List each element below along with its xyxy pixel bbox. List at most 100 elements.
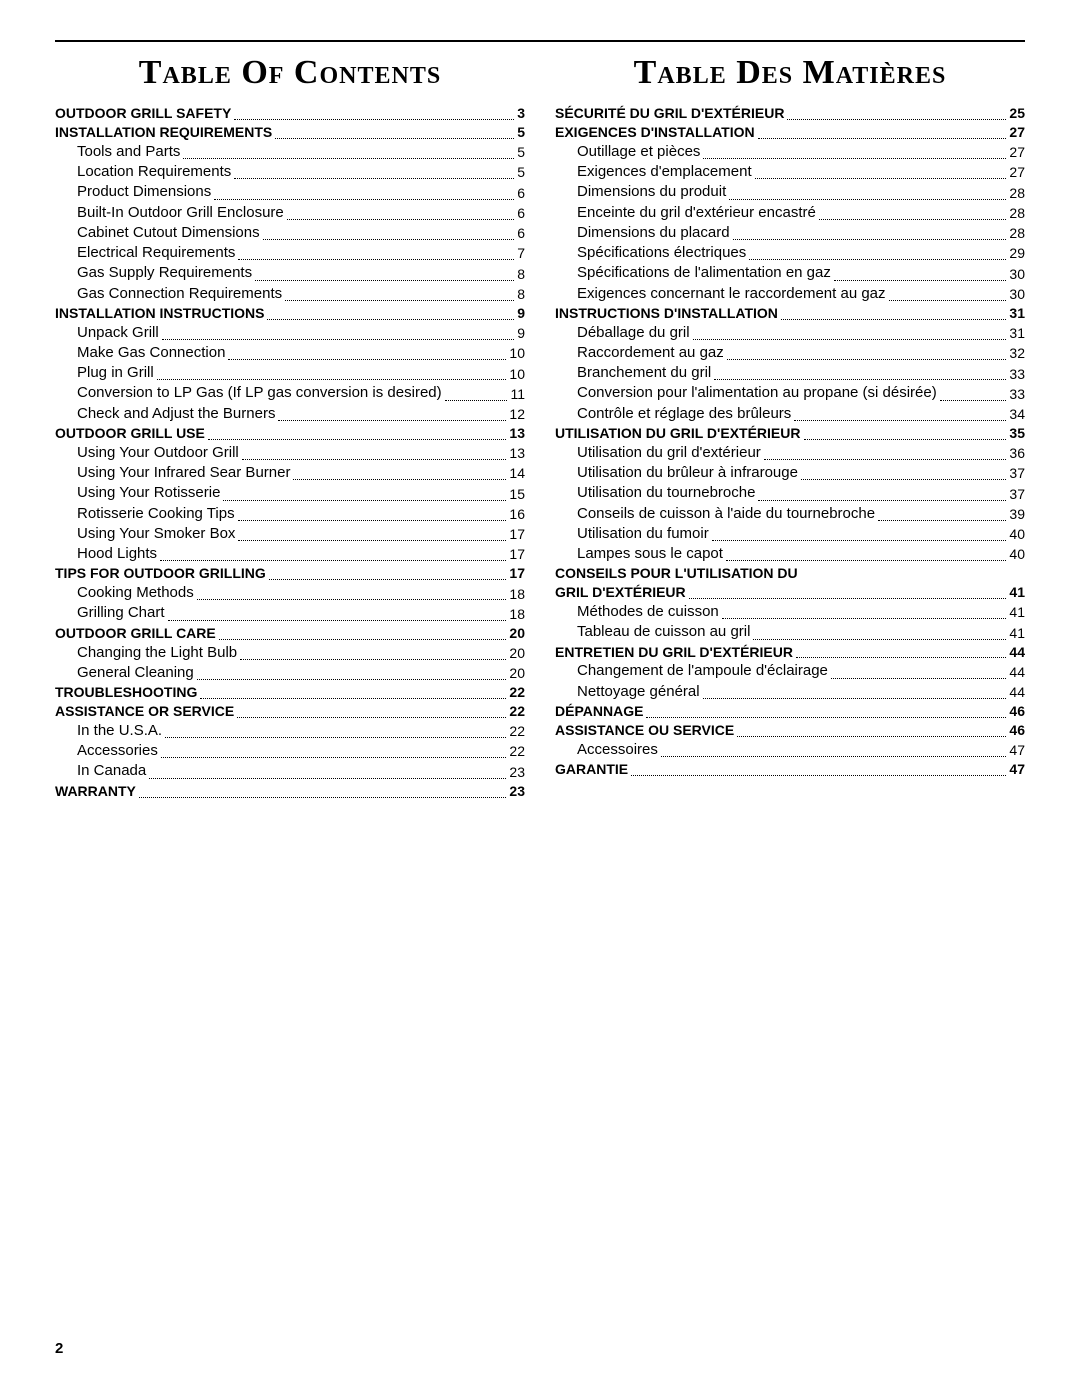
toc-entry: Dimensions du placard28 bbox=[555, 223, 1025, 243]
toc-entry-page: 28 bbox=[1009, 184, 1025, 203]
toc-leader bbox=[223, 500, 506, 501]
toc-entry-page: 40 bbox=[1009, 525, 1025, 544]
toc-entry-label: Location Requirements bbox=[55, 162, 231, 182]
toc-leader bbox=[733, 239, 1007, 240]
toc-entry: Assistance ou service46 bbox=[555, 721, 1025, 740]
toc-entry: Utilisation du fumoir40 bbox=[555, 524, 1025, 544]
toc-entry-label: General Cleaning bbox=[55, 663, 194, 683]
toc-leader bbox=[234, 119, 514, 120]
toc-entry: Tips For Outdoor Grilling17 bbox=[55, 564, 525, 583]
toc-entry-label: Outdoor Grill Care bbox=[55, 624, 216, 643]
toc-entry-page: 13 bbox=[509, 444, 525, 463]
toc-leader bbox=[661, 756, 1007, 757]
toc-entry-page: 32 bbox=[1009, 344, 1025, 363]
right-column: Table Des Matières Sécurité du gril d'ex… bbox=[555, 54, 1025, 801]
toc-entry-label: Tableau de cuisson au gril bbox=[555, 622, 750, 642]
toc-entry-label: Sécurité du gril d'extérieur bbox=[555, 104, 784, 123]
toc-entry-label: Installation Instructions bbox=[55, 304, 264, 323]
toc-entry-page: 27 bbox=[1009, 123, 1025, 142]
toc-entry-page: 25 bbox=[1009, 104, 1025, 123]
toc-entry: Plug in Grill10 bbox=[55, 363, 525, 383]
toc-entry: Enceinte du gril d'extérieur encastré 28 bbox=[555, 203, 1025, 223]
toc-leader bbox=[197, 599, 507, 600]
toc-entry: Changement de l'ampoule d'éclairage44 bbox=[555, 661, 1025, 681]
toc-entry-page: 31 bbox=[1009, 324, 1025, 343]
toc-entry-page: 18 bbox=[509, 605, 525, 624]
toc-entry-page: 13 bbox=[509, 424, 525, 443]
toc-leader bbox=[255, 280, 514, 281]
toc-entry-label: Outdoor Grill Safety bbox=[55, 104, 231, 123]
toc-leader bbox=[781, 319, 1007, 320]
toc-entry: Dimensions du produit 28 bbox=[555, 182, 1025, 202]
toc-leader bbox=[269, 579, 507, 580]
toc-entry-label: Enceinte du gril d'extérieur encastré bbox=[555, 203, 816, 223]
toc-entry: Garantie47 bbox=[555, 760, 1025, 779]
toc-leader bbox=[263, 239, 515, 240]
toc-entry-page: 47 bbox=[1009, 741, 1025, 760]
toc-entry: Exigences d'installation27 bbox=[555, 123, 1025, 142]
toc-entry-page: 16 bbox=[509, 505, 525, 524]
toc-leader bbox=[139, 797, 507, 798]
toc-entry: Outdoor Grill Use 13 bbox=[55, 424, 525, 443]
columns-container: Table Of Contents Outdoor Grill Safety3I… bbox=[55, 54, 1025, 801]
toc-entry-label: Using Your Smoker Box bbox=[55, 524, 235, 544]
toc-entry-page: 28 bbox=[1009, 204, 1025, 223]
toc-leader bbox=[693, 339, 1007, 340]
toc-entry-label: Instructions d'installation bbox=[555, 304, 778, 323]
right-column-title: Table Des Matières bbox=[555, 54, 1025, 92]
toc-entry: Sécurité du gril d'extérieur 25 bbox=[555, 104, 1025, 123]
toc-leader bbox=[764, 459, 1007, 460]
toc-leader bbox=[758, 500, 1006, 501]
toc-leader bbox=[200, 698, 506, 699]
toc-entry-page: 22 bbox=[509, 702, 525, 721]
toc-entry-label: Accessoires bbox=[555, 740, 658, 760]
toc-entry: Product Dimensions6 bbox=[55, 182, 525, 202]
toc-entry: Conversion to LP Gas (If LP gas conversi… bbox=[55, 383, 525, 403]
toc-leader bbox=[819, 219, 1007, 220]
toc-entry-page: 5 bbox=[517, 123, 525, 142]
left-toc-list: Outdoor Grill Safety3Installation Requir… bbox=[55, 104, 525, 801]
toc-entry: Raccordement au gaz32 bbox=[555, 343, 1025, 363]
toc-entry-page: 33 bbox=[1009, 385, 1025, 404]
toc-entry-label: Déballage du gril bbox=[555, 323, 690, 343]
toc-entry: Nettoyage général44 bbox=[555, 682, 1025, 702]
toc-leader bbox=[275, 138, 514, 139]
toc-leader bbox=[234, 178, 514, 179]
toc-leader bbox=[729, 199, 1006, 200]
toc-entry-page: 20 bbox=[509, 624, 525, 643]
toc-entry: General Cleaning20 bbox=[55, 663, 525, 683]
toc-leader bbox=[714, 379, 1006, 380]
toc-entry-label: Outdoor Grill Use bbox=[55, 424, 205, 443]
toc-entry-page: 30 bbox=[1009, 285, 1025, 304]
toc-entry-label: Conseils pour l'utilisation du bbox=[555, 564, 798, 583]
toc-entry: Using Your Outdoor Grill13 bbox=[55, 443, 525, 463]
toc-entry-label: Utilisation du tournebroche bbox=[555, 483, 755, 503]
toc-entry-page: 3 bbox=[517, 104, 525, 123]
document-page: Table Of Contents Outdoor Grill Safety3I… bbox=[0, 0, 1080, 1397]
toc-entry-page: 10 bbox=[509, 344, 525, 363]
toc-leader bbox=[165, 737, 506, 738]
toc-entry-label: Spécifications électriques bbox=[555, 243, 746, 263]
toc-entry-label: Tips For Outdoor Grilling bbox=[55, 564, 266, 583]
toc-entry-page: 41 bbox=[1009, 603, 1025, 622]
toc-entry-label: Accessories bbox=[55, 741, 158, 761]
toc-entry: Built-In Outdoor Grill Enclosure6 bbox=[55, 203, 525, 223]
toc-entry-label: Unpack Grill bbox=[55, 323, 159, 343]
toc-entry: Cooking Methods18 bbox=[55, 583, 525, 603]
toc-entry: Check and Adjust the Burners12 bbox=[55, 404, 525, 424]
toc-entry-page: 8 bbox=[517, 285, 525, 304]
toc-entry-page: 9 bbox=[517, 304, 525, 323]
toc-leader bbox=[237, 717, 506, 718]
toc-entry: Branchement du gril33 bbox=[555, 363, 1025, 383]
toc-entry-label: Make Gas Connection bbox=[55, 343, 225, 363]
toc-entry-label: In the U.S.A. bbox=[55, 721, 162, 741]
toc-entry-page: 22 bbox=[509, 683, 525, 702]
toc-entry-label: gril d'extérieur bbox=[555, 583, 686, 602]
toc-entry-label: Garantie bbox=[555, 760, 628, 779]
toc-entry-label: Conversion to LP Gas (If LP gas conversi… bbox=[55, 383, 442, 403]
toc-entry-page: 17 bbox=[509, 525, 525, 544]
toc-entry-label: Dimensions du produit bbox=[555, 182, 726, 202]
toc-entry-page: 35 bbox=[1009, 424, 1025, 443]
toc-entry-label: Conversion pour l'alimentation au propan… bbox=[555, 383, 937, 403]
toc-entry: Outdoor Grill Care 20 bbox=[55, 624, 525, 643]
